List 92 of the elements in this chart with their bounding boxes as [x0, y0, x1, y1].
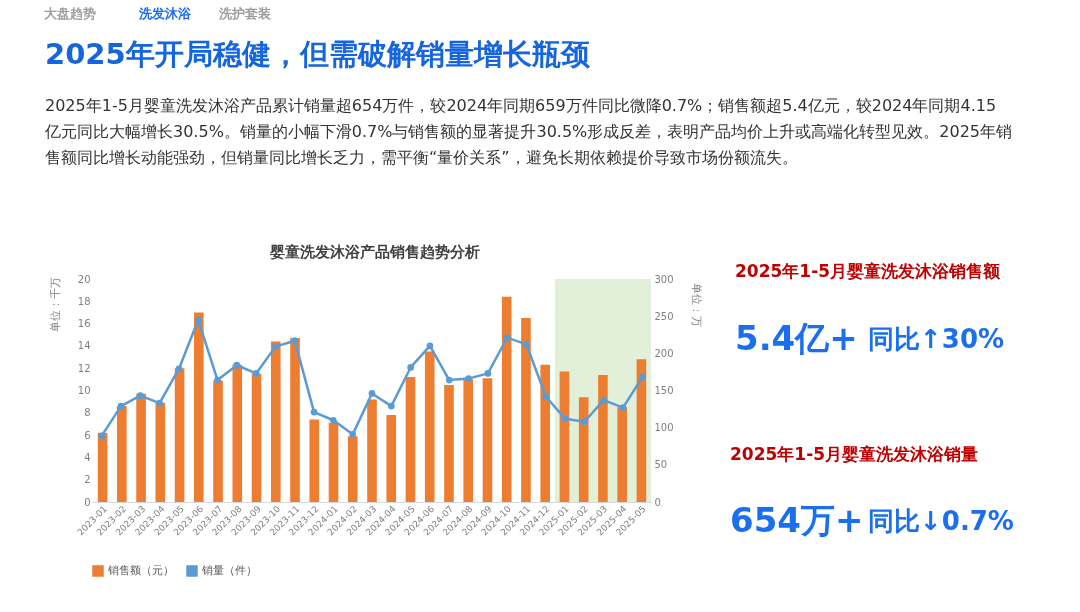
bar: [97, 432, 108, 502]
y-tick-label: 6: [84, 429, 91, 441]
point: [175, 365, 183, 373]
text: 洗护套装: [218, 6, 271, 21]
bar: [309, 419, 320, 502]
y2-tick-label: 250: [654, 310, 674, 322]
bar: [386, 415, 397, 502]
y2-tick-label: 300: [654, 273, 674, 285]
y-tick-label: 18: [77, 295, 91, 307]
y2-axis-title: 单位：万: [689, 282, 703, 327]
point: [561, 415, 569, 423]
bar: [367, 399, 377, 502]
text: 2025年1-5月婴童洗发沐浴销量: [730, 444, 979, 464]
point: [136, 392, 144, 400]
bar: [174, 368, 185, 502]
bar: [117, 406, 127, 502]
y-tick-label: 10: [77, 385, 91, 396]
point: [542, 393, 550, 400]
bar: [444, 384, 454, 502]
point: [214, 376, 221, 384]
y-tick-label: 2: [84, 474, 91, 486]
text: 2025年1-5月婴童洗发沐浴产品累计销量超654万件，较2024年同期659万件同比微降0.7%；销售额超5.4亿元，较2024年同期4.15亿元同比大幅增长30.5%。销量的小幅下滑0.7%与销售额的显著提升30.5%形成反差，表明产品均价上升或高端化转型见效。2025年销售额同比增长动能强劲，但销量同比增长乏力，需平衡“量价关系”，避免长期依赖提价导致市场份额流失。: [44, 96, 1013, 167]
point: [117, 402, 125, 410]
point: [291, 337, 299, 345]
point: [445, 376, 453, 384]
bar: [232, 364, 243, 502]
y2-tick-label: 200: [654, 347, 674, 359]
text: 5.4亿+: [735, 318, 858, 358]
point: [387, 402, 395, 410]
point: [484, 370, 492, 377]
bar: [578, 397, 589, 502]
bar: [598, 374, 608, 502]
legend-label: 销售额（元）: [107, 564, 174, 577]
point: [233, 361, 241, 369]
text: 大盘趋势: [44, 6, 96, 21]
bar: [559, 371, 570, 502]
bar: [270, 341, 281, 502]
bar: [501, 296, 512, 502]
bar: [463, 379, 474, 502]
y2-tick-label: 150: [654, 385, 674, 396]
point: [272, 343, 279, 350]
point: [194, 316, 202, 324]
bar: [424, 351, 435, 502]
point: [98, 432, 106, 440]
bar: [540, 364, 551, 502]
point: [349, 431, 357, 438]
point: [368, 390, 376, 397]
point: [252, 370, 260, 377]
point: [619, 404, 627, 411]
point: [156, 399, 163, 407]
bar: [636, 359, 647, 502]
point: [600, 396, 608, 404]
bar: [251, 373, 262, 502]
y-tick-label: 16: [77, 318, 91, 330]
point: [330, 416, 337, 424]
y-tick-label: 12: [77, 362, 91, 374]
y-tick-label: 8: [84, 407, 91, 419]
y2-tick-label: 0: [654, 496, 661, 508]
text: 同比↑30%: [868, 324, 1005, 354]
bar: [136, 393, 146, 502]
text: 洗发沐浴: [138, 6, 192, 21]
bar: [347, 436, 358, 502]
text: 2025年1-5月婴童洗发沐浴销售额: [735, 261, 1002, 281]
point: [407, 364, 414, 371]
y2-tick-label: 100: [654, 422, 674, 434]
y-tick-label: 14: [77, 340, 91, 352]
y-tick-label: 0: [84, 496, 91, 508]
point: [523, 341, 530, 348]
legend-label: 销量（件）: [201, 564, 257, 577]
point: [465, 375, 472, 382]
text: 654万+: [730, 500, 864, 540]
bar: [213, 380, 223, 502]
y-axis-title: 单位：千万: [48, 277, 62, 332]
point: [310, 408, 318, 416]
text: 2025年开局稳健，但需破解销量增长瓶颈: [45, 37, 590, 71]
y-tick-label: 4: [84, 451, 91, 463]
bar: [155, 402, 166, 502]
point: [503, 334, 511, 342]
bar: [521, 318, 531, 502]
y2-tick-label: 50: [654, 459, 668, 471]
point: [638, 373, 646, 381]
bar: [617, 407, 627, 502]
point: [581, 418, 588, 426]
y-tick-label: 20: [77, 273, 91, 285]
bar: [328, 422, 339, 502]
bar: [482, 378, 493, 502]
chart-title: 婴童洗发沐浴产品销售趋势分析: [269, 243, 480, 261]
bar: [405, 377, 416, 502]
bar: [193, 312, 204, 502]
text: 同比↓0.7%: [868, 506, 1014, 536]
bar: [290, 338, 300, 502]
point: [426, 342, 434, 350]
